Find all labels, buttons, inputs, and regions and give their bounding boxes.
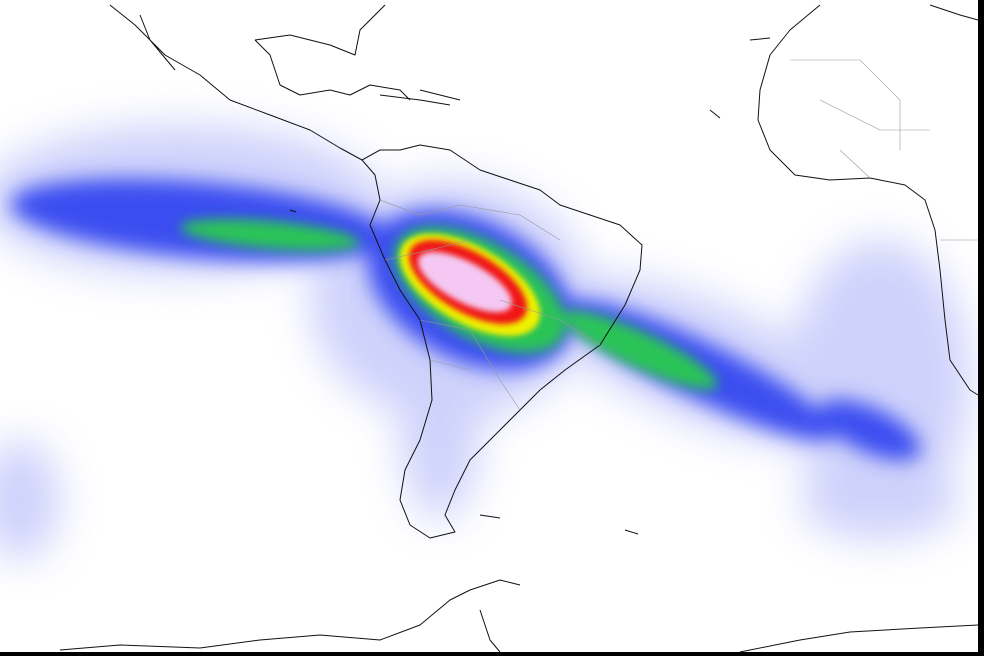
coastlines	[59, 4, 979, 653]
plume	[0, 125, 970, 560]
frame-edge	[0, 652, 984, 656]
frame-edge	[978, 0, 984, 656]
